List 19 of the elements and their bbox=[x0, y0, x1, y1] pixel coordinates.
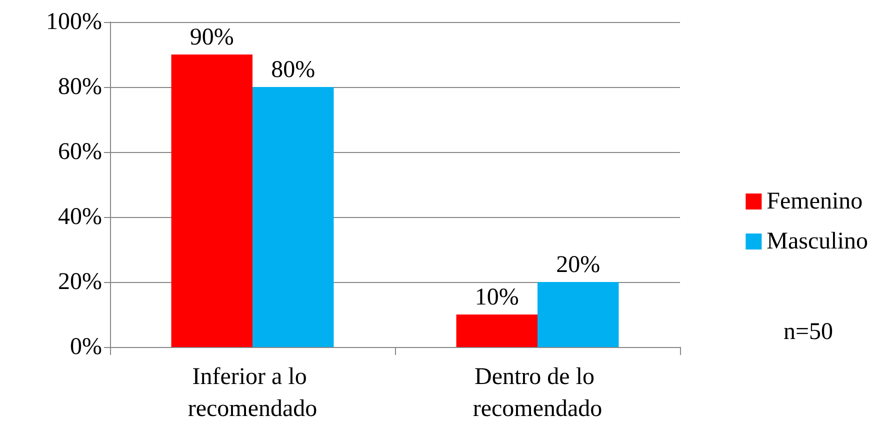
y-tick-label: 60% bbox=[58, 139, 102, 165]
data-label: 80% bbox=[271, 57, 316, 83]
y-tick-label: 80% bbox=[58, 74, 102, 100]
bar bbox=[456, 314, 538, 347]
legend-label: Masculino bbox=[766, 228, 868, 254]
y-tick-label: 40% bbox=[58, 204, 102, 230]
data-label: 10% bbox=[474, 284, 519, 310]
data-label: 90% bbox=[190, 24, 234, 50]
data-label: 20% bbox=[556, 252, 600, 278]
y-tick-label: 20% bbox=[58, 269, 102, 295]
bar bbox=[171, 54, 252, 347]
y-tick-label: 100% bbox=[46, 9, 102, 35]
text: n=50 bbox=[783, 319, 834, 345]
bar bbox=[252, 87, 334, 347]
legend-label: Femenino bbox=[766, 188, 863, 214]
x-tick-label: Inferior a lo recomendado bbox=[188, 364, 318, 422]
x-tick-label: Dentro de lo recomendado bbox=[472, 364, 602, 422]
bar bbox=[538, 282, 619, 347]
y-tick-label: 0% bbox=[70, 334, 102, 360]
